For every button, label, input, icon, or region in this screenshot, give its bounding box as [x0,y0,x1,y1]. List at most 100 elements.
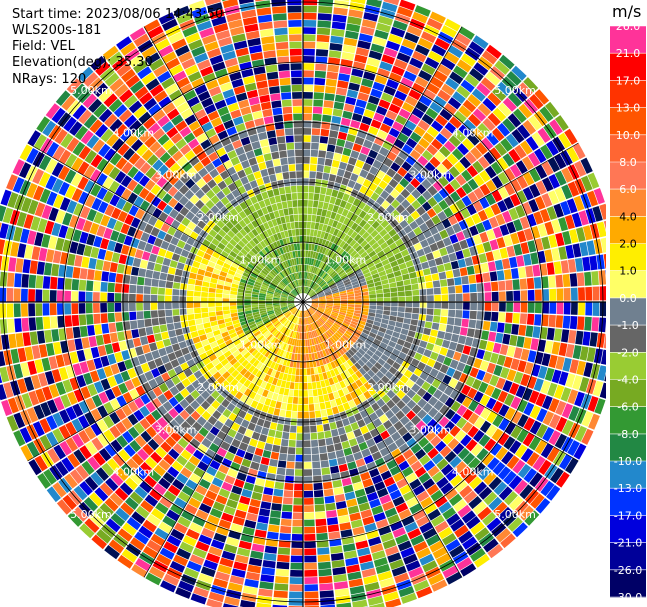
velocity-gate [338,215,346,224]
velocity-gate [303,462,312,469]
velocity-gate [377,68,390,79]
velocity-gate [258,463,269,473]
velocity-gate [350,278,358,283]
velocity-gate [310,229,315,237]
velocity-gate [258,297,266,300]
velocity-gate [272,495,283,504]
velocity-gate [42,276,51,289]
velocity-gate [395,321,403,328]
velocity-gate [143,294,151,302]
velocity-gate [325,210,332,218]
velocity-gate [415,172,426,183]
velocity-gate [534,196,546,210]
velocity-gate [222,306,230,311]
velocity-gate [388,103,401,114]
velocity-gate [346,236,354,245]
velocity-gate [92,292,100,302]
velocity-gate [592,206,603,222]
velocity-gate [378,180,388,190]
velocity-gate [262,450,272,459]
velocity-gate [424,274,433,282]
velocity-gate [502,333,511,345]
velocity-gate [337,168,345,177]
velocity-gate [334,198,342,206]
velocity-gate [491,302,499,312]
velocity-gate [483,282,492,292]
velocity-gate [576,360,586,376]
velocity-gate [312,266,317,274]
velocity-gate [578,210,589,226]
velocity-gate [354,292,362,297]
velocity-gate [330,545,343,554]
velocity-gate [175,268,183,277]
velocity-gate [433,70,448,83]
velocity-gate [455,250,464,260]
velocity-gate [303,12,317,20]
velocity-gate [424,57,440,69]
velocity-gate [448,302,456,310]
velocity-gate [270,451,280,460]
velocity-gate [38,247,48,262]
velocity-gate [376,302,384,306]
velocity-gate [382,140,393,151]
velocity-gate [295,368,300,376]
velocity-gate [506,245,516,258]
velocity-gate [391,97,404,108]
velocity-gate [382,233,391,242]
velocity-gate [482,272,491,283]
velocity-gate [341,440,351,449]
velocity-gate [548,234,558,248]
velocity-gate [325,295,333,299]
velocity-gate [186,296,194,302]
velocity-gate [344,550,358,559]
velocity-gate [333,305,340,308]
velocity-gate [346,133,356,143]
velocity-gate [251,431,261,441]
velocity-gate [308,396,314,404]
velocity-gate [8,257,17,272]
velocity-gate [339,433,348,443]
velocity-gate [372,211,381,220]
velocity-gate [485,179,497,193]
velocity-gate [319,446,327,454]
velocity-gate [384,224,394,233]
velocity-gate [415,216,425,226]
velocity-gate [572,345,582,360]
velocity-gate [331,189,339,198]
velocity-gate [319,253,324,261]
velocity-gate [303,228,307,236]
velocity-gate [394,156,405,167]
velocity-gate [373,258,381,265]
velocity-gate [496,270,505,281]
velocity-gate [512,313,520,324]
velocity-gate [423,327,431,336]
velocity-gate [523,253,532,266]
velocity-gate [368,290,376,295]
velocity-gate [406,194,416,204]
velocity-gate [50,316,58,329]
velocity-gate [391,302,398,307]
velocity-gate [339,0,350,2]
velocity-gate [462,284,470,293]
velocity-gate [306,265,309,272]
velocity-gate [158,310,166,318]
velocity-gate [426,144,438,156]
velocity-gate [265,160,274,169]
velocity-gate [322,481,333,490]
velocity-gate [471,255,481,265]
velocity-gate [494,60,510,75]
velocity-gate [307,288,313,295]
velocity-gate [261,146,271,155]
velocity-gate [466,204,477,216]
velocity-gate [418,137,430,149]
velocity-gate [385,268,393,275]
velocity-gate [362,162,372,172]
velocity-gate [432,315,441,323]
velocity-gate [365,102,378,112]
velocity-gate [398,150,409,161]
velocity-gate [488,216,499,229]
velocity-gate [398,243,407,252]
velocity-gate [461,169,473,182]
velocity-gate [319,143,328,151]
velocity-gate [568,330,577,344]
